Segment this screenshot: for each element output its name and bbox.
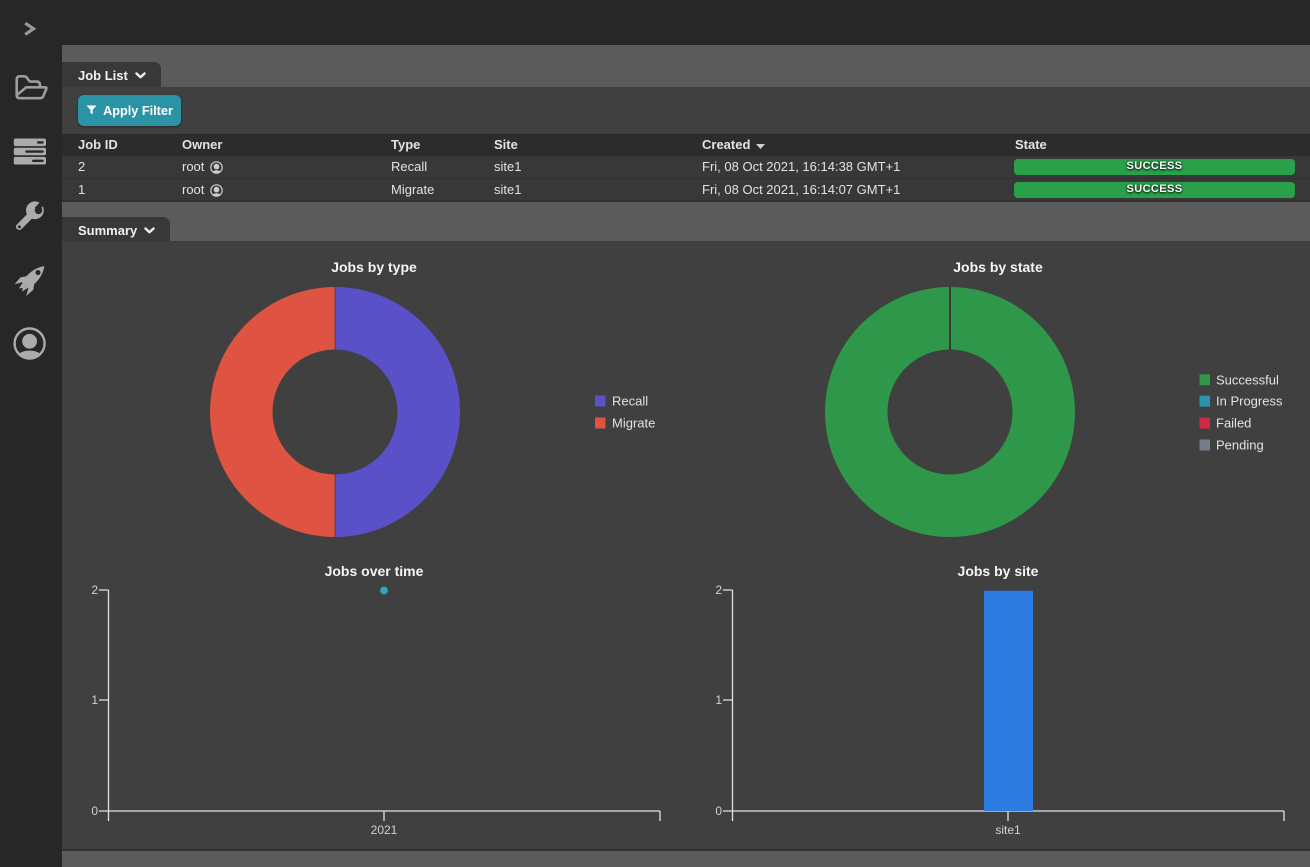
svg-text:Failed: Failed	[1216, 416, 1251, 431]
svg-text:Jobs by type: Jobs by type	[331, 259, 417, 275]
svg-text:Jobs over time: Jobs over time	[325, 563, 424, 579]
svg-text:0: 0	[715, 804, 722, 818]
svg-text:Migrate: Migrate	[612, 416, 655, 431]
svg-text:2: 2	[715, 583, 722, 597]
svg-text:0: 0	[91, 804, 98, 818]
svg-text:Pending: Pending	[1216, 438, 1264, 453]
svg-text:1: 1	[715, 693, 722, 707]
svg-text:In Progress: In Progress	[1216, 394, 1283, 409]
svg-text:site1: site1	[995, 823, 1021, 837]
svg-text:Jobs by site: Jobs by site	[958, 563, 1039, 579]
svg-text:Successful: Successful	[1216, 372, 1279, 387]
svg-text:2021: 2021	[371, 823, 398, 837]
svg-text:2: 2	[91, 583, 98, 597]
svg-text:Recall: Recall	[612, 394, 648, 409]
svg-text:Jobs by state: Jobs by state	[953, 259, 1043, 275]
svg-text:1: 1	[91, 693, 98, 707]
